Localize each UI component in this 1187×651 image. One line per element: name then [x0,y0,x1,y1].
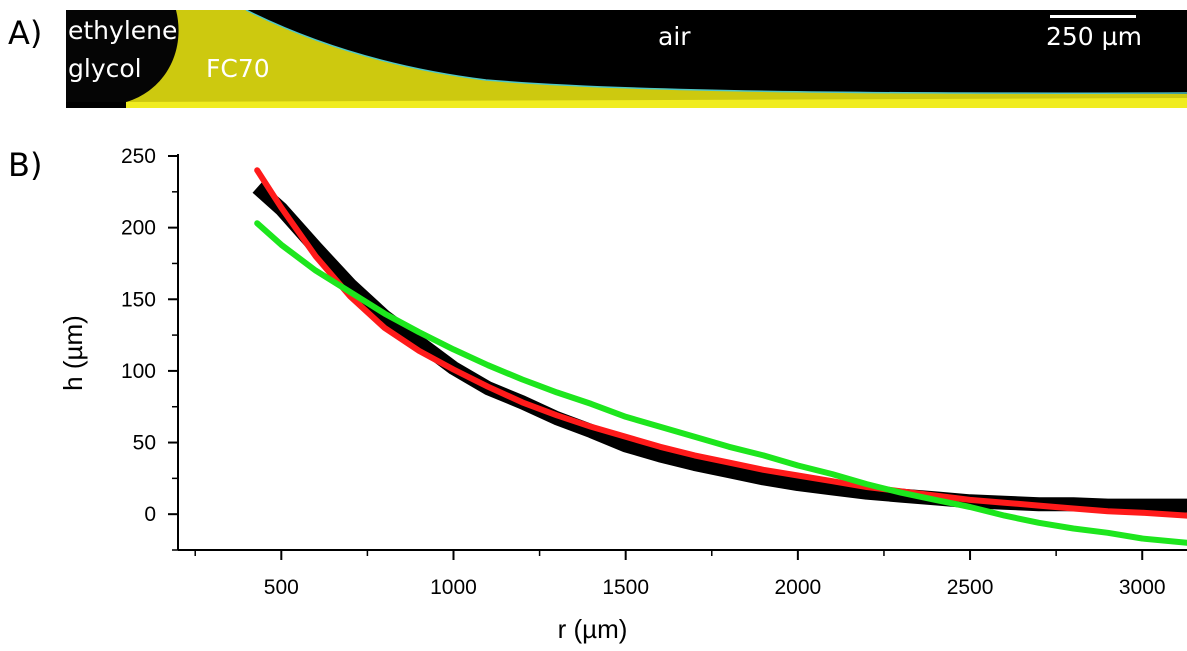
fc70-label: FC70 [206,54,270,83]
ethylene-label-line1: ethylene [68,16,178,45]
y-tick-label: 0 [144,503,156,526]
x-axis-title: r (µm) [558,614,628,644]
x-tick-label: 500 [264,576,299,599]
scale-bar [1050,15,1136,18]
y-tick-label: 250 [121,145,156,168]
ethylene-glycol-region [66,10,179,102]
x-tick-label: 1500 [602,576,649,599]
y-tick-label: 150 [121,288,156,311]
green-fit-line [254,220,1187,546]
air-label: air [658,22,691,51]
micrograph-illustration [66,10,1187,108]
air-interface-line [245,10,1187,94]
micrograph-image: ethylene glycol FC70 air 250 µm [66,10,1187,108]
tick-labels: 500 1000 1500 2000 2500 3000 0 50 100 150 200 250 [121,145,1166,599]
profile-chart: 500 1000 1500 2000 2500 3000 0 50 100 150 200 250 r… [58,145,1187,644]
ethylene-label-line2: glycol [68,54,142,83]
y-axis-title: h (µm) [58,315,88,391]
axes [168,154,1187,560]
fc70-bright-base [126,98,1187,108]
x-tick-label: 2000 [775,576,822,599]
y-tick-label: 200 [121,217,156,240]
panel-b-label: B) [8,146,43,184]
x-tick-label: 1000 [430,576,477,599]
panel-a-label: A) [8,14,43,52]
red-fit-line [254,167,1187,519]
scale-bar-label: 250 µm [1046,22,1142,51]
y-tick-label: 50 [133,432,156,455]
y-tick-label: 100 [121,360,156,383]
x-tick-label: 2500 [947,576,994,599]
series-group [252,167,1187,546]
measured-profile-line [252,182,1187,513]
x-tick-label: 3000 [1119,576,1166,599]
fc70-meniscus [126,10,1187,108]
